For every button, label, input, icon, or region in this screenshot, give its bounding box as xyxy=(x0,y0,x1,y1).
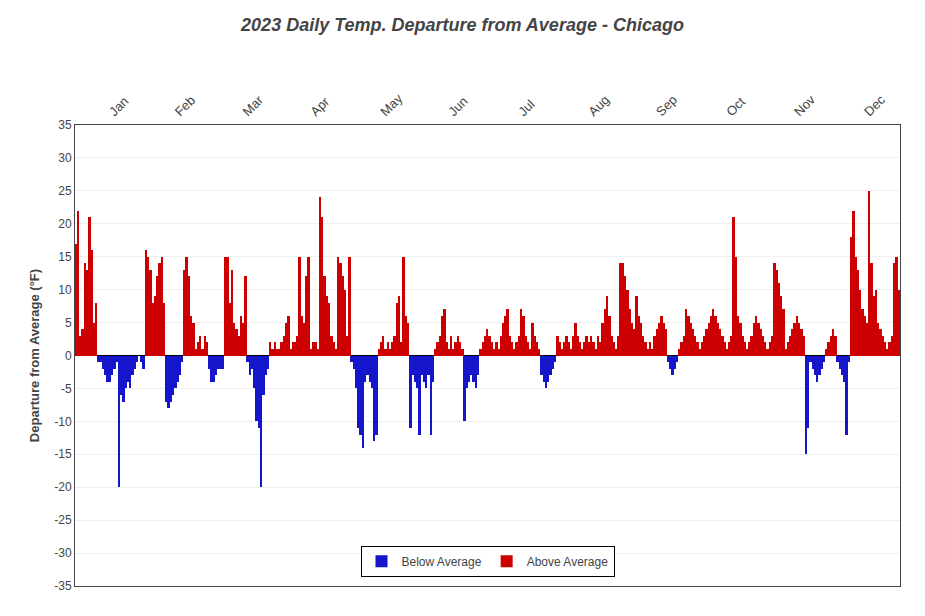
svg-text:0: 0 xyxy=(65,349,72,363)
svg-text:-35: -35 xyxy=(54,579,72,593)
svg-text:May: May xyxy=(377,91,405,119)
svg-text:-30: -30 xyxy=(54,546,72,560)
svg-text:-5: -5 xyxy=(61,382,72,396)
svg-text:5: 5 xyxy=(65,316,72,330)
svg-text:15: 15 xyxy=(58,250,72,264)
svg-text:Jul: Jul xyxy=(515,97,537,119)
svg-text:Below Average: Below Average xyxy=(402,555,482,569)
svg-text:Jun: Jun xyxy=(445,94,470,119)
svg-text:2023 Daily Temp. Departure fro: 2023 Daily Temp. Departure from Average … xyxy=(240,15,684,35)
svg-text:Mar: Mar xyxy=(240,92,267,119)
svg-text:-10: -10 xyxy=(54,415,72,429)
svg-text:-15: -15 xyxy=(54,447,72,461)
svg-text:Apr: Apr xyxy=(307,94,332,119)
svg-text:30: 30 xyxy=(58,151,72,165)
svg-text:Sep: Sep xyxy=(653,92,680,119)
svg-text:Nov: Nov xyxy=(791,92,818,119)
svg-text:Departure from Average (°F): Departure from Average (°F) xyxy=(27,269,42,442)
svg-text:Aug: Aug xyxy=(585,92,612,119)
svg-text:Jan: Jan xyxy=(106,94,131,119)
svg-text:25: 25 xyxy=(58,184,72,198)
svg-text:Feb: Feb xyxy=(172,93,198,119)
svg-text:Dec: Dec xyxy=(861,92,888,119)
svg-text:35: 35 xyxy=(58,118,72,132)
svg-text:10: 10 xyxy=(58,283,72,297)
svg-text:20: 20 xyxy=(58,217,72,231)
svg-text:-20: -20 xyxy=(54,480,72,494)
svg-text:-25: -25 xyxy=(54,513,72,527)
svg-text:Oct: Oct xyxy=(723,94,748,119)
svg-text:Above Average: Above Average xyxy=(527,555,609,569)
